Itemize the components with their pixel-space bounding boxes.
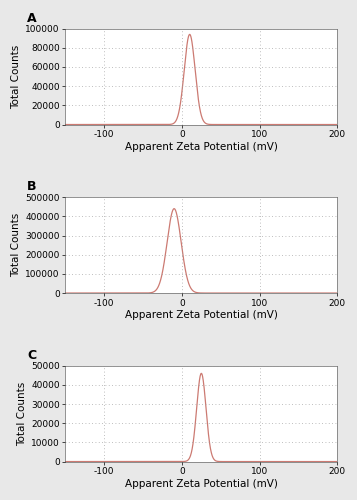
Y-axis label: Total Counts: Total Counts [11,44,21,108]
Text: C: C [27,349,36,362]
Text: A: A [27,12,37,25]
Text: B: B [27,180,37,194]
X-axis label: Apparent Zeta Potential (mV): Apparent Zeta Potential (mV) [125,142,278,152]
Y-axis label: Total Counts: Total Counts [11,213,21,277]
X-axis label: Apparent Zeta Potential (mV): Apparent Zeta Potential (mV) [125,479,278,489]
X-axis label: Apparent Zeta Potential (mV): Apparent Zeta Potential (mV) [125,310,278,320]
Y-axis label: Total Counts: Total Counts [17,382,27,446]
